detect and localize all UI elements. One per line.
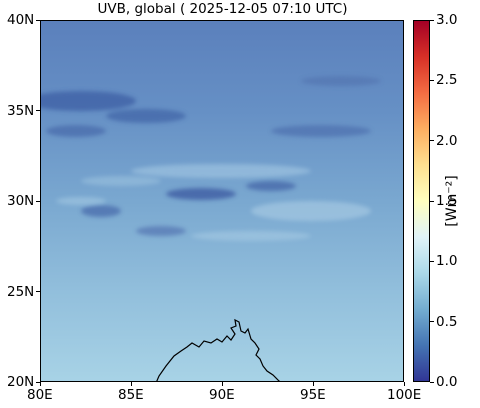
- x-tick-label: 80E: [27, 387, 53, 403]
- y-tick-label: 20N: [7, 374, 35, 390]
- coastline: [156, 318, 281, 381]
- x-tick-label: 95E: [300, 387, 326, 403]
- colorbar: [413, 20, 430, 382]
- x-tick-mark: [312, 382, 314, 386]
- map-title: UVB, global ( 2025-12-05 07:10 UTC): [97, 1, 348, 17]
- uvb-map-panel: [40, 20, 404, 382]
- colorbar-tick-label: 1.5: [436, 193, 458, 209]
- x-tick-mark: [221, 382, 223, 386]
- y-tick-mark: [36, 381, 40, 383]
- y-tick-mark: [36, 19, 40, 21]
- x-tick-mark: [403, 382, 405, 386]
- x-tick-label: 90E: [209, 387, 235, 403]
- y-tick-label: 35N: [7, 102, 35, 119]
- y-tick-label: 25N: [7, 283, 35, 300]
- colorbar-tick-label: 1.0: [436, 253, 458, 270]
- colorbar-tick-mark: [430, 140, 434, 142]
- x-tick-mark: [39, 382, 41, 386]
- colorbar-tick-mark: [430, 79, 434, 81]
- colorbar-tick-label: 2.0: [436, 132, 458, 149]
- colorbar-tick-mark: [430, 321, 434, 323]
- y-tick-label: 30N: [7, 193, 35, 209]
- uvb-field: [41, 21, 403, 381]
- x-tick-label: 100E: [387, 387, 422, 403]
- cloud-bright-band: [56, 164, 371, 241]
- cloud-shadow-band: [41, 76, 381, 236]
- y-tick-mark: [36, 200, 40, 202]
- colorbar-tick-mark: [430, 381, 434, 383]
- y-tick-mark: [36, 110, 40, 111]
- colorbar-tick-label: 0.5: [436, 313, 458, 330]
- y-tick-label: 40N: [7, 12, 35, 28]
- y-tick-mark: [36, 291, 40, 292]
- colorbar-tick-label: 0.0: [436, 374, 458, 390]
- colorbar-tick-label: 3.0: [436, 12, 458, 28]
- x-tick-mark: [130, 382, 132, 386]
- colorbar-tick-label: 2.5: [436, 72, 458, 89]
- colorbar-tick-mark: [430, 19, 434, 21]
- x-tick-label: 85E: [118, 387, 144, 403]
- colorbar-tick-mark: [430, 260, 434, 262]
- colorbar-tick-mark: [430, 200, 434, 202]
